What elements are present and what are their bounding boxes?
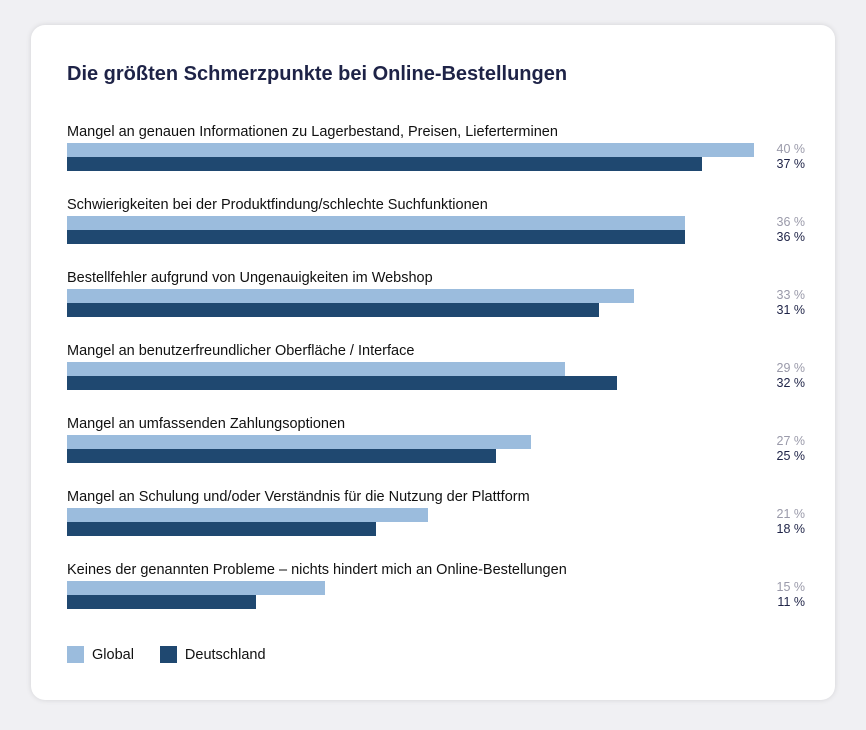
bar-global (67, 289, 634, 303)
category-label: Mangel an benutzerfreundlicher Oberfläch… (67, 343, 415, 359)
bar-group: Bestellfehler aufgrund von Ungenauigkeit… (67, 270, 807, 339)
bar-deutschland (67, 303, 600, 317)
bar-deutschland (67, 376, 617, 390)
bar-deutschland (67, 157, 703, 171)
value-label: 15 % (776, 580, 806, 594)
value-label: 36 % (776, 230, 806, 244)
value-label: 33 % (776, 288, 806, 302)
legend-label: Global (92, 646, 134, 663)
bar-group: Mangel an genauen Informationen zu Lager… (67, 124, 807, 193)
bar-group: Mangel an umfassenden Zahlungsoptionen 27… (67, 416, 807, 485)
legend-swatch (67, 646, 84, 663)
bar-group: Keines der genannten Probleme – nichts h… (67, 562, 807, 631)
value-label: 27 % (776, 434, 806, 448)
bar-group: Schwierigkeiten bei der Produktfindung/s… (67, 197, 807, 266)
category-label: Schwierigkeiten bei der Produktfindung/s… (67, 197, 488, 213)
category-label: Mangel an umfassenden Zahlungsoptionen (67, 416, 346, 432)
value-label: 25 % (776, 449, 806, 463)
value-label: 21 % (776, 507, 806, 521)
bar-deutschland (67, 230, 686, 244)
value-label: 32 % (776, 376, 806, 390)
bar-deutschland (67, 522, 377, 536)
bar-global (67, 143, 754, 157)
legend-label: Deutschland (184, 646, 266, 663)
value-label: 29 % (776, 361, 806, 375)
bar-group: Mangel an benutzerfreundlicher Oberfläch… (67, 343, 807, 412)
bar-global (67, 508, 428, 522)
bar-global (67, 581, 325, 595)
chart-title: Die größten Schmerzpunkte bei Online-Bes… (67, 63, 568, 85)
legend: Global Deutschland (67, 646, 266, 663)
value-label: 11 % (777, 595, 805, 609)
value-label: 31 % (776, 303, 806, 317)
legend-item-global: Global (67, 646, 134, 663)
legend-item-deutschland: Deutschland (159, 646, 266, 663)
value-label: 40 % (776, 142, 806, 156)
value-label: 36 % (776, 215, 806, 229)
bar-global (67, 362, 566, 376)
category-label: Bestellfehler aufgrund von Ungenauigkeit… (67, 270, 433, 286)
value-label: 37 % (776, 157, 806, 171)
category-label: Keines der genannten Probleme – nichts h… (67, 562, 567, 578)
bar-deutschland (67, 595, 256, 609)
bar-deutschland (67, 449, 497, 463)
bar-global (67, 435, 531, 449)
bar-global (67, 216, 686, 230)
category-label: Mangel an genauen Informationen zu Lager… (67, 124, 558, 140)
category-label: Mangel an Schulung und/oder Verständnis … (67, 489, 530, 505)
legend-swatch (159, 646, 177, 663)
bar-group: Mangel an Schulung und/oder Verständnis … (67, 489, 807, 558)
value-label: 18 % (776, 522, 806, 536)
